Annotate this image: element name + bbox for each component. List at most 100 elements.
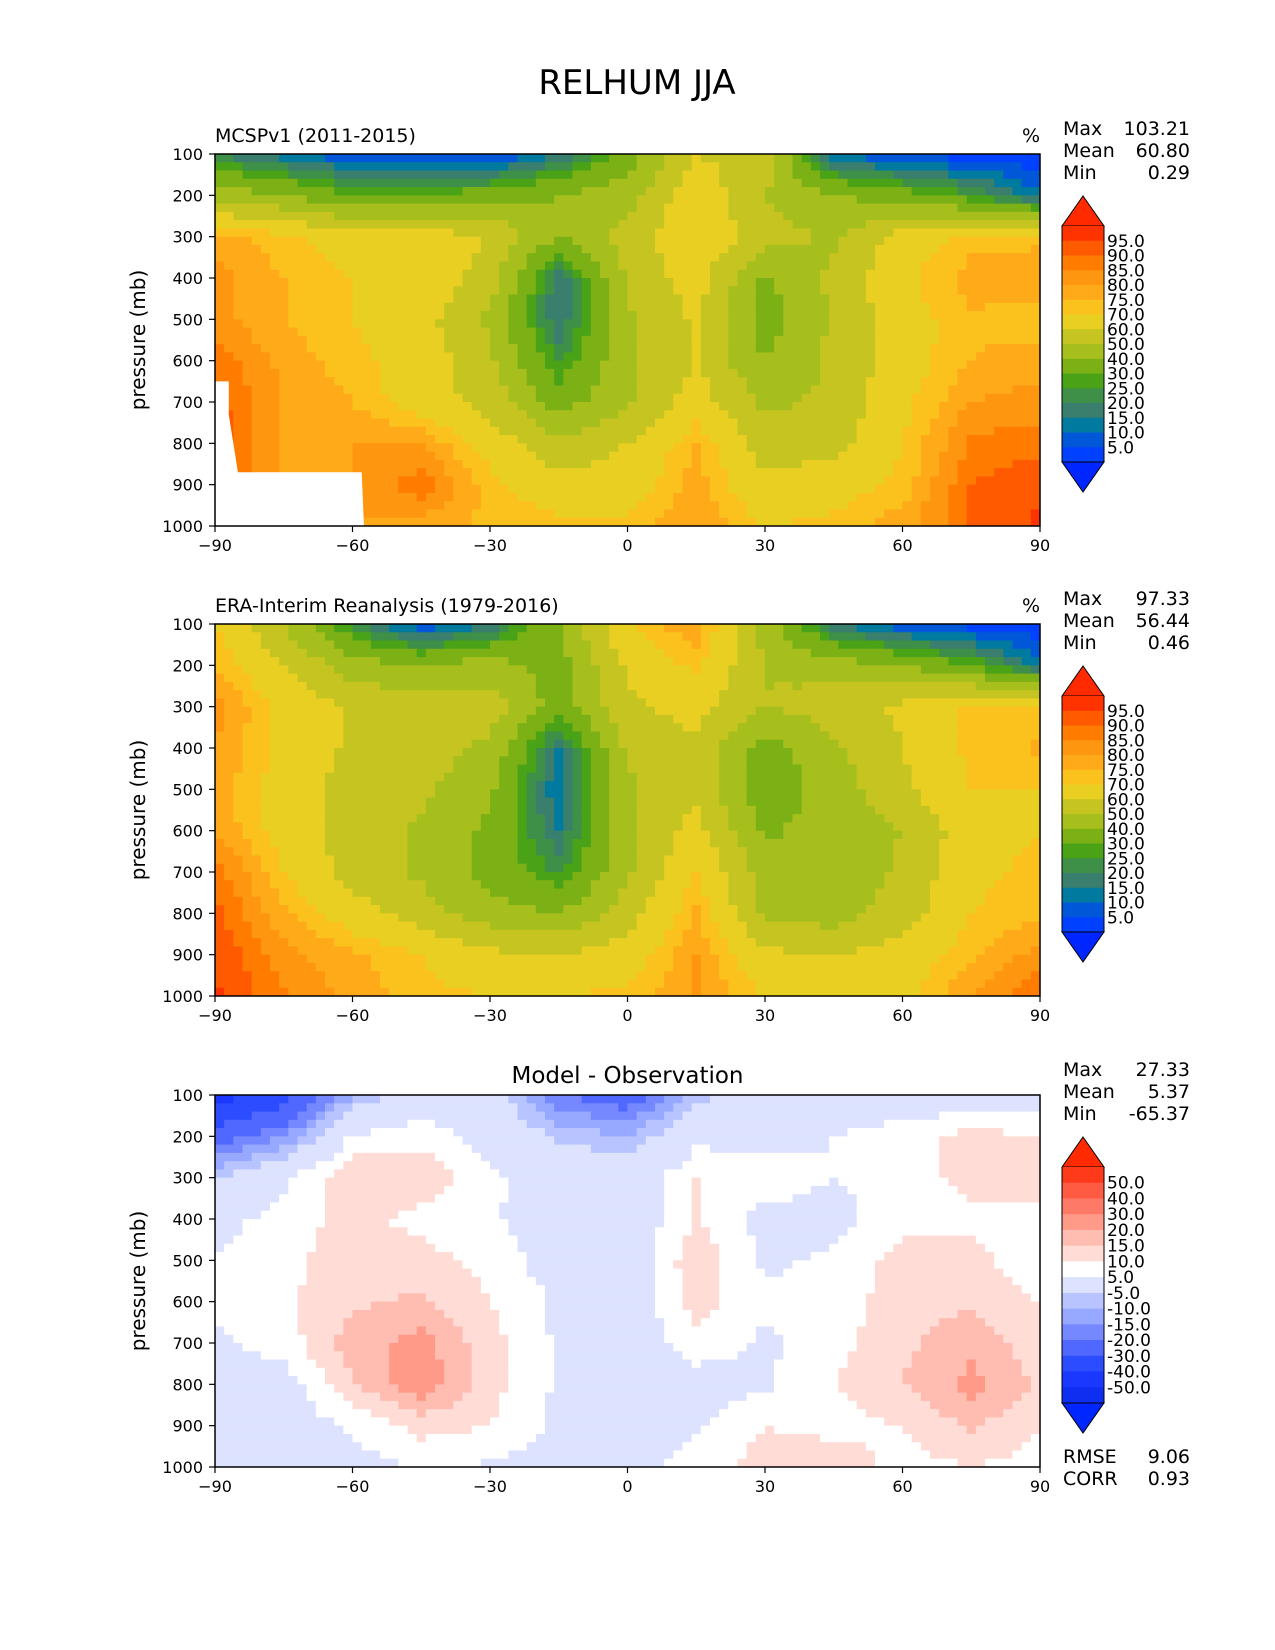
contour-cell — [710, 905, 739, 914]
contour-cell — [572, 764, 583, 774]
contour-cell — [215, 921, 225, 931]
contour-cell — [856, 1400, 931, 1410]
contour-cell — [682, 1442, 748, 1452]
contour-cell — [233, 681, 253, 691]
contour-cell — [554, 748, 564, 757]
contour-cell — [215, 377, 244, 387]
contour-cell — [389, 1376, 445, 1385]
contour-cell — [691, 1227, 711, 1237]
contour-cell — [215, 1119, 225, 1129]
contour-cell — [490, 723, 519, 733]
contour-cell — [407, 863, 473, 873]
y-tick-label: 300 — [172, 228, 203, 247]
contour-cell — [260, 640, 299, 650]
contour-cell — [490, 352, 519, 362]
contour-cell — [499, 772, 519, 782]
colorbar-label: 20.0 — [1107, 864, 1145, 884]
contour-cell — [719, 962, 739, 972]
contour-cell — [581, 187, 647, 196]
contour-cell — [884, 880, 931, 890]
contour-cell — [279, 269, 344, 279]
contour-cell — [545, 781, 564, 790]
contour-cell — [215, 335, 253, 345]
contour-cell — [444, 335, 491, 345]
contour-cell — [755, 905, 867, 914]
contour-cell — [700, 311, 729, 320]
contour-cell — [930, 805, 1040, 815]
contour-cell — [920, 1392, 968, 1402]
contour-cell — [627, 665, 693, 675]
contour-cell — [517, 236, 555, 246]
contour-cell — [517, 789, 528, 799]
contour-cell — [829, 162, 876, 172]
contour-cell — [673, 830, 711, 840]
contour-cell — [526, 1095, 546, 1104]
contour-cell — [215, 714, 225, 724]
contour-cell — [590, 311, 610, 320]
contour-cell — [700, 1210, 748, 1220]
contour-cell — [490, 459, 546, 469]
contour-cell — [480, 244, 509, 254]
contour-cell — [939, 410, 959, 420]
contour-cell — [957, 731, 1040, 741]
contour-cell — [627, 748, 720, 757]
contour-cell — [920, 278, 959, 287]
contour-cell — [792, 640, 839, 650]
contour-cell — [453, 632, 500, 642]
contour-cell — [655, 228, 739, 238]
contour-cell — [801, 764, 858, 774]
contour-cell — [609, 781, 638, 790]
contour-cell — [554, 352, 564, 362]
contour-cell — [526, 1252, 656, 1261]
contour-cell — [700, 335, 729, 345]
contour-cell — [554, 1384, 775, 1394]
contour-cell — [425, 805, 491, 815]
contour-cell — [416, 1433, 427, 1443]
contour-cell — [215, 880, 234, 890]
contour-cell — [719, 954, 739, 964]
contour-cell — [242, 368, 280, 378]
contour-cell — [526, 368, 555, 378]
contour-cell — [985, 888, 1040, 898]
contour-cell — [545, 1301, 656, 1311]
contour-cell — [838, 1376, 904, 1385]
contour-cell — [435, 319, 482, 329]
contour-cell — [526, 302, 537, 312]
contour-cell — [554, 377, 564, 387]
contour-cell — [948, 509, 968, 519]
contour-cell — [755, 327, 784, 337]
contour-cell — [847, 1392, 922, 1402]
contour-cell — [691, 319, 702, 329]
contour-cell — [875, 311, 931, 320]
contour-cell — [545, 772, 555, 782]
contour-cell — [416, 1326, 427, 1336]
contour-cell — [499, 632, 519, 642]
contour-cell — [609, 640, 656, 650]
contour-cell — [884, 1417, 959, 1427]
contour-cell — [471, 468, 491, 477]
contour-cell — [471, 517, 656, 526]
contour-cell — [279, 385, 344, 395]
contour-cell — [655, 1260, 674, 1270]
contour-cell — [508, 162, 546, 172]
contour-cell — [352, 311, 445, 320]
contour-cell — [801, 772, 858, 782]
contour-cell — [343, 731, 491, 741]
contour-cell — [645, 1095, 665, 1104]
contour-cell — [480, 814, 519, 823]
colorbar-label: 20.0 — [1107, 1221, 1145, 1241]
contour-cell — [554, 327, 564, 337]
contour-cell — [966, 435, 1040, 444]
contour-cell — [820, 286, 867, 296]
contour-cell — [609, 228, 656, 238]
contour-cell — [957, 1458, 986, 1467]
contour-cell — [719, 253, 757, 263]
contour-cell — [297, 1169, 335, 1179]
contour-cell — [920, 468, 940, 477]
contour-cell — [535, 748, 546, 757]
contour-cell — [270, 253, 326, 263]
contour-cell — [453, 1177, 509, 1187]
contour-cell — [288, 905, 317, 914]
contour-cell — [994, 938, 1040, 947]
contour-cell — [297, 1285, 482, 1294]
